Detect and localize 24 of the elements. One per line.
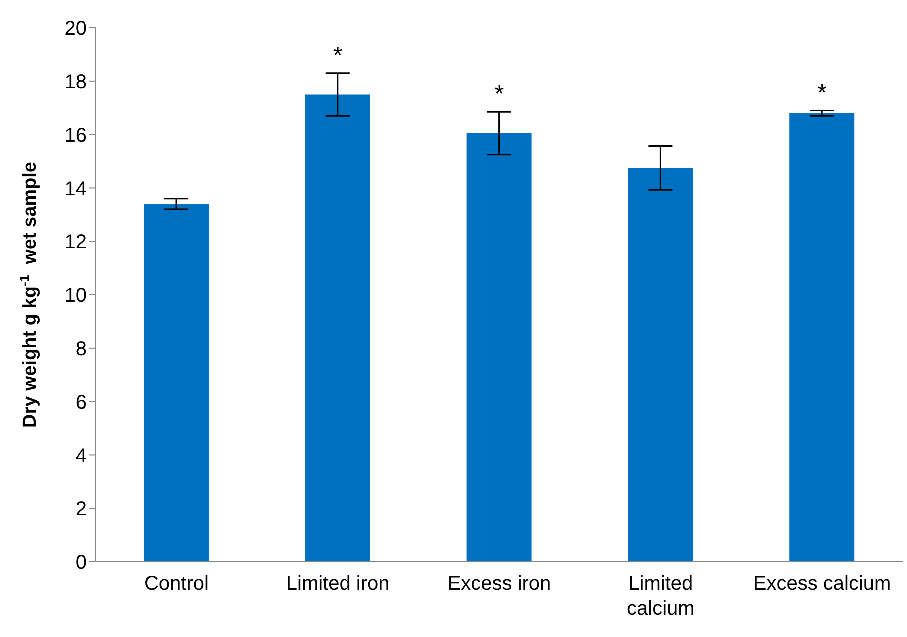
bar (466, 133, 532, 562)
bar (628, 168, 694, 562)
annotation: * (818, 80, 827, 107)
x-tick-label: Control (144, 573, 209, 595)
x-tick-label: Excess iron (448, 573, 552, 595)
y-tick-label: 12 (64, 232, 87, 254)
x-tick-label: Limited calcium (627, 573, 695, 620)
y-tick-label: 2 (76, 498, 87, 521)
y-tick-label: 8 (76, 338, 87, 360)
x-tick-label: Limited iron (286, 573, 390, 595)
y-tick-label: 16 (64, 124, 87, 147)
annotation: * (333, 42, 343, 70)
bar (305, 94, 370, 562)
y-tick-label: 20 (64, 18, 87, 40)
y-tick-label: 10 (64, 285, 87, 308)
y-tick-label: 4 (76, 445, 87, 468)
y-tick-label: 0 (76, 552, 87, 574)
x-tick-label: Excess calcium (753, 573, 892, 595)
y-tick-label: 6 (76, 392, 87, 414)
y-tick-label: 14 (64, 178, 87, 200)
bar (790, 113, 855, 562)
annotation: * (494, 81, 504, 108)
bar (144, 204, 209, 562)
y-tick-label: 18 (64, 72, 87, 94)
